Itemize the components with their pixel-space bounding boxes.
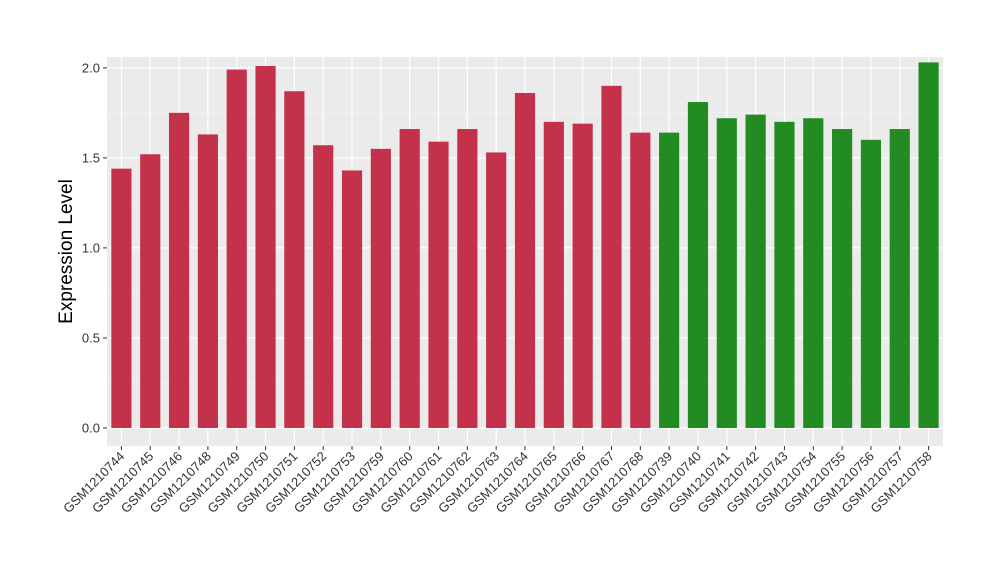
bar	[313, 145, 334, 429]
bar	[659, 132, 680, 428]
bar	[399, 129, 420, 429]
bar	[341, 170, 363, 428]
bar	[832, 129, 853, 429]
bar	[284, 91, 305, 428]
bars	[111, 62, 939, 429]
y-axis: 0.0 0.5 1.0 1.5 2.0	[82, 60, 107, 436]
y-tick-label: 1.5	[82, 150, 100, 165]
bar	[168, 112, 190, 429]
bar	[514, 93, 536, 429]
bar	[803, 118, 824, 429]
bar	[486, 152, 507, 428]
bar	[745, 114, 766, 428]
bar	[630, 132, 651, 428]
x-axis: GSM1210744GSM1210745GSM1210746GSM1210748…	[60, 446, 935, 516]
bar	[111, 168, 132, 428]
bar	[197, 134, 218, 428]
y-tick-label: 0.0	[82, 421, 100, 436]
y-tick-label: 1.0	[82, 240, 100, 255]
y-tick-label: 2.0	[82, 60, 100, 75]
y-axis-title: Expression Level	[56, 179, 77, 324]
bar	[889, 129, 910, 429]
bar	[428, 141, 449, 428]
bar	[140, 154, 161, 428]
bar	[370, 148, 391, 428]
bar	[255, 66, 276, 428]
bar	[918, 62, 939, 428]
bar	[716, 118, 737, 429]
bar	[543, 121, 564, 428]
y-tick-label: 0.5	[82, 330, 100, 345]
bar	[860, 139, 882, 428]
bar	[774, 121, 795, 428]
bar	[572, 123, 593, 428]
bar	[226, 69, 247, 428]
bar	[601, 85, 622, 428]
bar	[457, 129, 478, 429]
bar	[687, 102, 709, 429]
